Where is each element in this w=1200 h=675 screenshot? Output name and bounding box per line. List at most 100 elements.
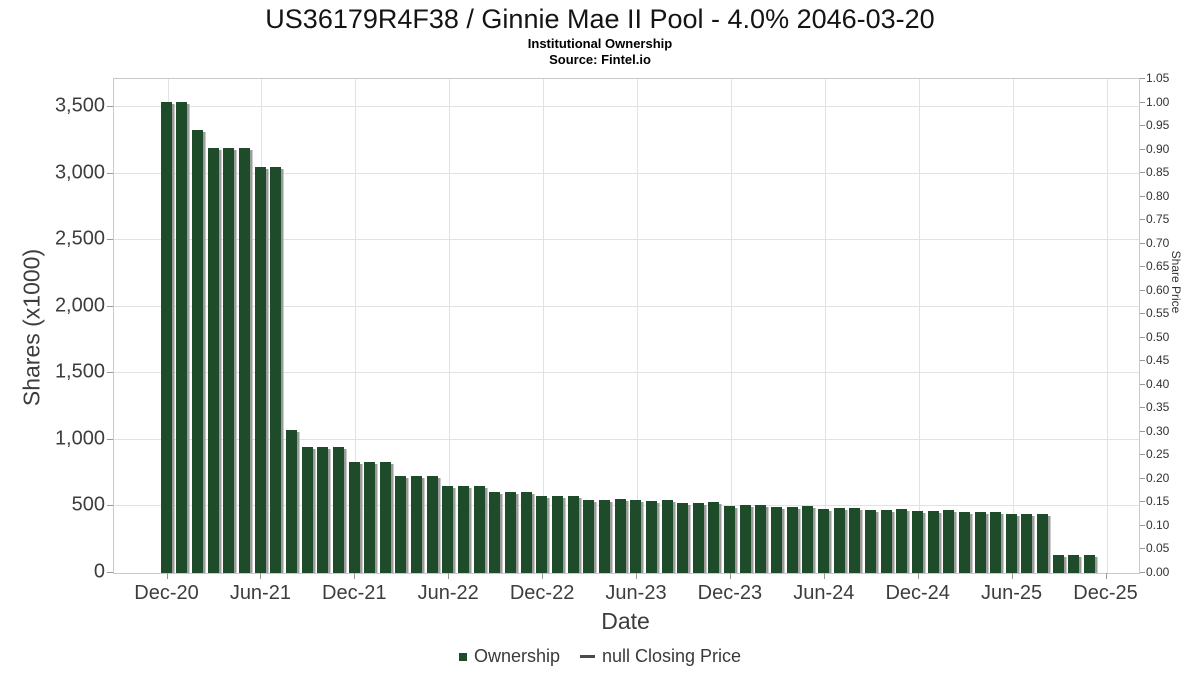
right-axis-tick-mark — [1140, 148, 1145, 150]
vertical-gridline — [355, 79, 357, 573]
ownership-bar — [458, 486, 470, 573]
ownership-bar — [630, 500, 642, 573]
left-axis-tick-label: 3,000 — [54, 161, 105, 184]
right-axis-tick-label: 1.00 — [1146, 94, 1170, 109]
ownership-bar — [520, 491, 532, 573]
ownership-bar — [802, 506, 814, 573]
right-axis-tick-label: 0.95 — [1146, 118, 1170, 133]
ownership-bar — [786, 507, 798, 573]
vertical-gridline — [543, 79, 545, 573]
right-axis-tick-mark — [1140, 101, 1145, 103]
right-axis-tick-label: 0.40 — [1146, 376, 1170, 391]
right-axis-tick-mark — [1140, 219, 1145, 221]
right-axis-tick-mark — [1140, 313, 1145, 315]
right-axis-tick-label: 0.55 — [1146, 306, 1170, 321]
ownership-bar — [1021, 513, 1033, 573]
ownership-bar — [692, 502, 704, 573]
ownership-bar — [192, 129, 203, 573]
x-axis-tick-label: Jun-24 — [793, 582, 855, 604]
horizontal-gridline — [114, 305, 1139, 307]
ownership-bar — [489, 492, 501, 573]
chart-source: Source: Fintel.io — [549, 52, 651, 67]
right-axis-tick-label: 0.05 — [1146, 541, 1170, 556]
ownership-bar — [1052, 554, 1064, 573]
left-axis-tick-label: 2,000 — [54, 294, 105, 317]
right-axis-tick-label: 0.00 — [1146, 565, 1170, 579]
right-axis-tick-mark — [1140, 407, 1145, 409]
ownership-bar — [317, 446, 329, 573]
vertical-gridline — [449, 79, 451, 573]
x-axis-tick-mark — [542, 573, 544, 579]
x-axis-tick-mark — [917, 573, 919, 579]
right-axis-tick-label: 0.60 — [1146, 282, 1170, 297]
right-axis-tick-label: 0.45 — [1146, 353, 1170, 368]
ownership-bar — [379, 461, 391, 573]
right-axis-tick-label: 0.10 — [1146, 517, 1170, 532]
right-axis-tick-mark — [1140, 195, 1145, 197]
horizontal-gridline — [114, 372, 1139, 374]
horizontal-gridline — [114, 239, 1139, 241]
x-axis-tick-mark — [823, 573, 825, 579]
horizontal-gridline — [114, 106, 1139, 107]
right-axis-tick-label: 1.05 — [1146, 71, 1170, 85]
ownership-bar — [864, 510, 876, 573]
right-axis-tick-label: 0.25 — [1146, 447, 1170, 462]
ownership-bar — [849, 507, 861, 573]
right-axis-tick-label: 0.85 — [1146, 165, 1170, 180]
ownership-bar — [160, 101, 172, 573]
left-axis-tick-mark — [107, 172, 113, 174]
left-axis-tick-mark — [107, 438, 113, 440]
vertical-gridline — [918, 79, 920, 573]
x-axis-tick-mark — [729, 573, 731, 579]
right-axis-tick-mark — [1140, 477, 1145, 479]
x-axis-tick-label: Jun-21 — [229, 582, 291, 604]
right-axis-tick-label: 0.75 — [1146, 212, 1170, 227]
ownership-bar — [1005, 514, 1017, 573]
chart-title: US36179R4F38 / Ginnie Mae II Pool - 4.0%… — [265, 4, 935, 34]
right-axis-tick-label: 0.30 — [1146, 423, 1170, 438]
x-axis-tick-mark — [354, 573, 356, 579]
right-axis-tick-mark — [1140, 336, 1145, 338]
ownership-bar — [411, 476, 423, 573]
horizontal-gridline — [114, 172, 1139, 174]
vertical-gridline — [1106, 79, 1108, 573]
left-axis-tick-label: 2,500 — [54, 227, 105, 250]
vertical-gridline — [730, 79, 732, 573]
closing-price-line-icon — [579, 655, 595, 658]
right-axis-tick-mark — [1140, 548, 1145, 550]
x-axis-tick-label: Jun-23 — [605, 582, 667, 604]
ownership-bar — [739, 505, 751, 573]
ownership-bar — [583, 499, 595, 573]
ownership-bar — [598, 499, 610, 573]
ownership-bar — [567, 495, 579, 573]
right-axis-tick-mark — [1140, 78, 1145, 79]
legend: Ownership null Closing Price — [0, 646, 1200, 667]
right-axis-tick-label: 0.35 — [1146, 400, 1170, 415]
x-axis-tick-mark — [260, 573, 262, 579]
ownership-swatch-icon — [458, 652, 467, 661]
x-axis-tick-label: Jun-25 — [981, 582, 1043, 604]
plot-area — [113, 78, 1140, 574]
x-axis-tick-mark — [1105, 573, 1107, 579]
right-axis-tick-mark — [1140, 454, 1145, 456]
right-axis-tick-mark — [1140, 383, 1145, 385]
ownership-bar — [223, 148, 235, 573]
x-axis-tick-label: Dec-23 — [697, 582, 763, 604]
right-axis-tick-mark — [1140, 430, 1145, 432]
ownership-bar — [364, 461, 376, 573]
x-axis-tick-label: Dec-20 — [134, 582, 199, 604]
vertical-gridline — [824, 79, 826, 573]
ownership-bar — [614, 498, 626, 573]
ownership-bar — [1068, 555, 1080, 573]
right-axis-tick-mark — [1140, 172, 1145, 174]
ownership-bar — [207, 148, 219, 573]
right-axis-tick-mark — [1140, 360, 1145, 362]
legend-label-closing-price: null Closing Price — [601, 646, 742, 666]
x-axis-title: Date — [601, 608, 650, 634]
ownership-bar — [395, 475, 407, 573]
x-axis-tick-mark — [636, 573, 637, 579]
left-axis-tick-mark — [107, 106, 113, 107]
ownership-bar — [927, 510, 939, 573]
chart-subtitle: Institutional Ownership — [527, 36, 673, 51]
